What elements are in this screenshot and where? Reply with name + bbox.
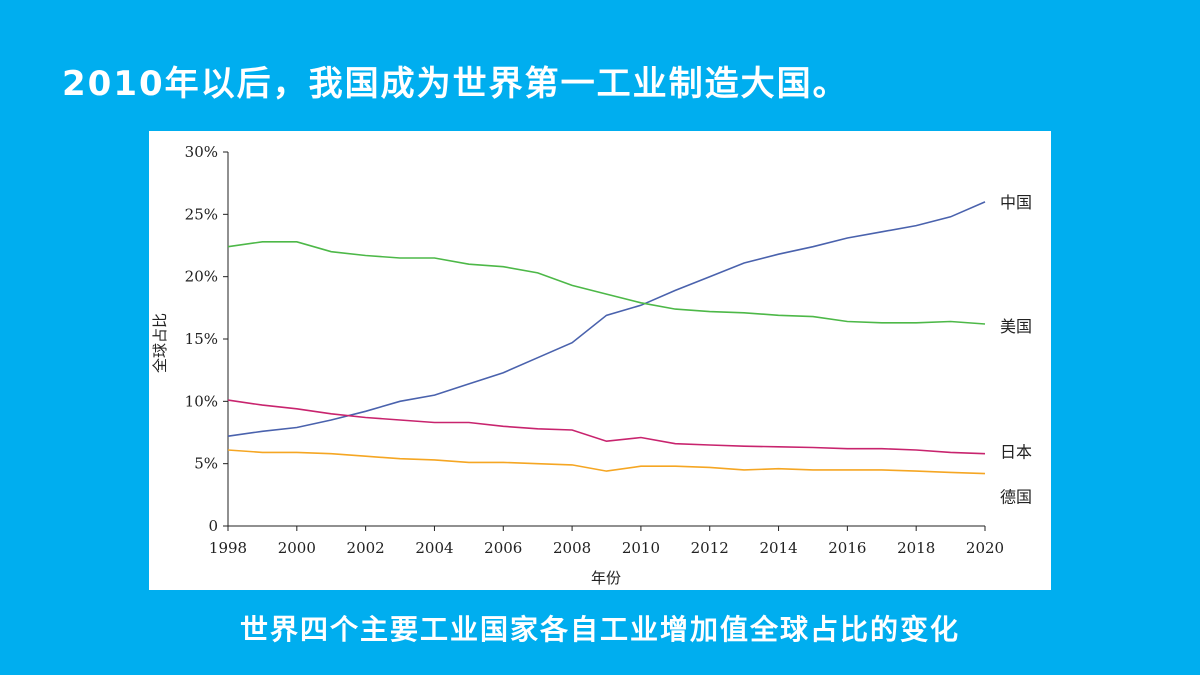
series-label: 德国	[1000, 488, 1032, 507]
y-tick-label: 10%	[185, 392, 218, 410]
chart-axes: 0 5% 10% 15% 20% 25% 30% 1998 2000 2002 2004 2006 20…	[185, 143, 1004, 557]
x-tick-label: 2006	[484, 539, 522, 557]
series-label: 日本	[1000, 443, 1032, 462]
chart-panel: 0 5% 10% 15% 20% 25% 30% 1998 2000 2002 2004 2006 20…	[149, 131, 1051, 590]
slide-title: 2010年以后，我国成为世界第一工业制造大国。	[62, 64, 849, 104]
x-tick-label: 1998	[209, 539, 247, 557]
x-tick-label: 2014	[759, 539, 797, 557]
y-tick-label: 5%	[194, 455, 218, 473]
x-tick-label: 2010	[622, 539, 660, 557]
series-line-日本	[227, 399, 986, 455]
y-axis-label: 全球占比	[151, 313, 169, 373]
x-tick-label: 2002	[347, 539, 385, 557]
y-tick-label: 20%	[185, 268, 218, 286]
chart-caption: 世界四个主要工业国家各自工业增加值全球占比的变化	[239, 613, 960, 646]
x-tick-label: 2004	[415, 539, 453, 557]
x-tick-label: 2016	[828, 539, 866, 557]
y-tick-label: 0	[208, 517, 218, 535]
series-line-美国	[227, 241, 986, 325]
series-label: 美国	[1000, 317, 1032, 336]
series-line-中国	[227, 201, 986, 437]
y-tick-label: 30%	[185, 143, 218, 161]
y-tick-label: 15%	[185, 330, 218, 348]
x-tick-label: 2020	[966, 539, 1004, 557]
x-tick-label: 2012	[691, 539, 729, 557]
chart-lines	[227, 201, 986, 475]
series-label: 中国	[1000, 193, 1032, 212]
x-tick-label: 2000	[278, 539, 316, 557]
x-tick-label: 2008	[553, 539, 591, 557]
y-tick-label: 25%	[185, 205, 218, 223]
line-chart: 0 5% 10% 15% 20% 25% 30% 1998 2000 2002 2004 2006 20…	[151, 143, 1032, 587]
x-axis-label: 年份	[591, 569, 621, 587]
x-tick-label: 2018	[897, 539, 935, 557]
series-line-德国	[227, 449, 986, 475]
